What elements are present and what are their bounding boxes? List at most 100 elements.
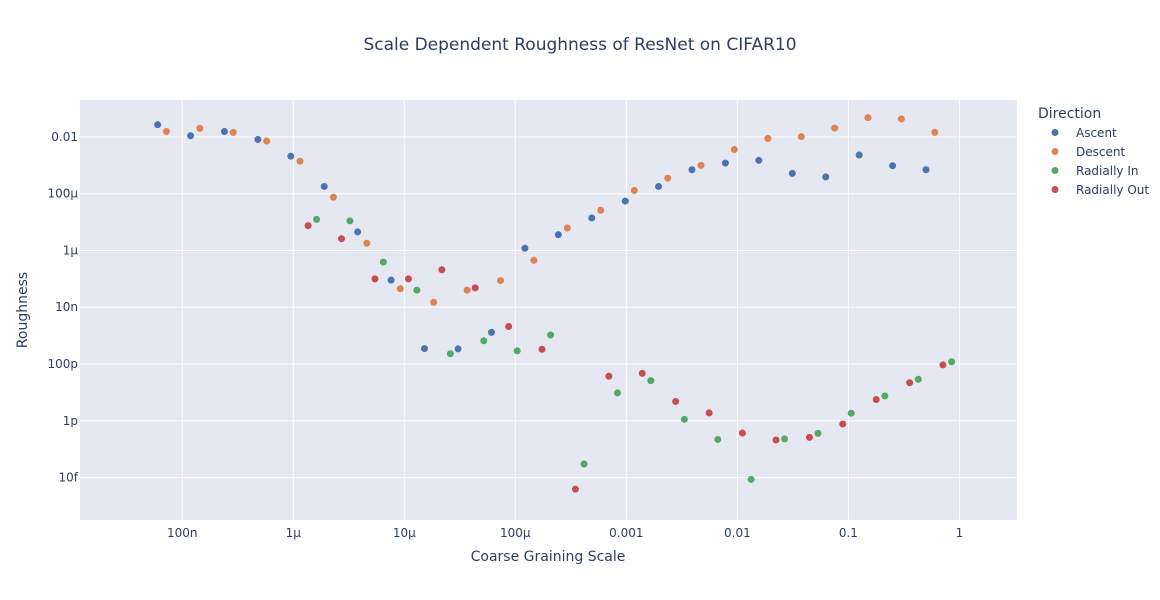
data-point — [948, 358, 956, 366]
data-point — [563, 224, 571, 232]
series-descent — [162, 114, 939, 306]
x-tick-label: 0.001 — [609, 526, 643, 540]
data-point — [831, 124, 839, 132]
x-tick-label: 0.1 — [839, 526, 858, 540]
data-point — [580, 460, 588, 468]
legend: Direction Ascent Descent Radially In Radial… — [1038, 106, 1149, 197]
data-point — [897, 115, 905, 123]
y-tick-label: 100p — [47, 357, 78, 371]
axis-ticks: 100n 1μ 10μ 100μ 0.001 0.01 0.1 1 10f 1p 100p 10n 1μ… — [47, 130, 963, 540]
data-point — [872, 396, 880, 404]
data-point — [446, 350, 454, 358]
data-point — [788, 169, 796, 177]
data-point — [889, 162, 897, 170]
data-point — [630, 186, 638, 194]
x-tick-label: 100n — [167, 526, 198, 540]
data-points — [154, 114, 956, 493]
data-point — [363, 239, 371, 247]
data-point — [505, 322, 513, 330]
x-tick-label: 100μ — [500, 526, 531, 540]
data-point — [655, 182, 663, 190]
y-tick-label: 0.01 — [51, 130, 78, 144]
legend-label: Radially Out — [1076, 183, 1149, 197]
data-point — [454, 345, 462, 353]
data-point — [605, 372, 613, 380]
x-tick-label: 1 — [956, 526, 964, 540]
data-point — [864, 114, 872, 122]
data-point — [721, 159, 729, 167]
data-point — [547, 331, 555, 339]
data-point — [187, 132, 195, 140]
data-point — [755, 156, 763, 164]
data-point — [621, 197, 629, 205]
data-point — [379, 258, 387, 266]
series-radially-out — [304, 222, 947, 493]
y-tick-label: 10n — [55, 300, 78, 314]
data-point — [513, 347, 521, 355]
data-point — [914, 375, 922, 383]
data-point — [714, 435, 722, 443]
data-point — [705, 409, 713, 417]
data-point — [296, 157, 304, 165]
series-radially-in — [313, 215, 956, 483]
data-point — [839, 420, 847, 428]
series-ascent — [154, 121, 930, 353]
y-tick-label: 1p — [63, 414, 78, 428]
data-point — [647, 377, 655, 385]
data-point — [847, 409, 855, 417]
legend-marker — [1051, 167, 1059, 174]
data-point — [338, 235, 346, 243]
data-point — [672, 397, 680, 405]
x-axis-title: Coarse Graining Scale — [471, 549, 626, 565]
data-point — [497, 277, 505, 285]
data-point — [571, 485, 579, 493]
data-point — [480, 337, 488, 345]
data-point — [404, 275, 412, 283]
data-point — [287, 152, 295, 160]
data-point — [855, 151, 863, 159]
x-tick-label: 10μ — [393, 526, 416, 540]
data-point — [463, 286, 471, 294]
data-point — [597, 206, 605, 214]
data-point — [738, 429, 746, 437]
data-point — [747, 475, 755, 483]
x-tick-label: 0.01 — [724, 526, 751, 540]
legend-marker — [1051, 129, 1059, 136]
data-point — [697, 161, 705, 169]
data-point — [487, 328, 495, 336]
data-point — [797, 133, 805, 141]
data-point — [805, 433, 813, 441]
data-point — [313, 215, 321, 223]
data-point — [430, 298, 438, 306]
data-point — [664, 174, 672, 182]
data-point — [764, 135, 772, 143]
legend-label: Descent — [1076, 145, 1125, 159]
data-point — [922, 166, 930, 174]
data-point — [588, 214, 596, 222]
data-point — [906, 379, 914, 387]
data-point — [229, 128, 237, 136]
grid-lines — [80, 100, 1017, 520]
legend-label: Radially In — [1076, 164, 1138, 178]
data-point — [354, 228, 362, 236]
data-point — [263, 137, 271, 145]
data-point — [822, 173, 830, 181]
data-point — [304, 222, 312, 230]
data-point — [939, 361, 947, 369]
data-point — [613, 389, 621, 397]
data-point — [688, 166, 696, 174]
data-point — [881, 392, 889, 400]
data-point — [396, 285, 404, 293]
data-point — [420, 345, 428, 353]
legend-label: Ascent — [1076, 126, 1117, 140]
data-point — [387, 276, 395, 284]
data-point — [162, 128, 170, 136]
data-point — [371, 275, 379, 283]
data-point — [781, 435, 789, 443]
data-point — [680, 415, 688, 423]
data-point — [538, 345, 546, 353]
legend-marker — [1051, 186, 1059, 193]
data-point — [346, 217, 354, 225]
data-point — [554, 231, 562, 239]
